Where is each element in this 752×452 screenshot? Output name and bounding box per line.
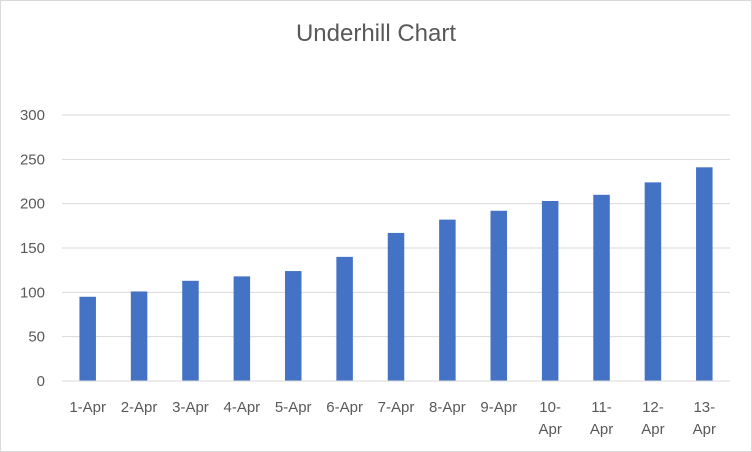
y-tick-label: 0	[37, 373, 45, 390]
x-tick-label: 6-Apr	[326, 399, 363, 416]
x-tick-label: 4-Apr	[224, 399, 261, 416]
bar-8-Apr	[439, 219, 456, 381]
y-tick-label: 50	[28, 329, 45, 346]
x-tick-label: 11-Apr	[590, 399, 613, 438]
bar-11-Apr	[593, 194, 610, 381]
x-tick-label: 10-Apr	[538, 399, 561, 438]
y-tick-label: 150	[20, 240, 45, 257]
x-tick-label: 12-Apr	[641, 399, 664, 438]
x-tick-label: 9-Apr	[480, 399, 517, 416]
bar-3-Apr	[182, 280, 199, 381]
bar-5-Apr	[284, 271, 302, 381]
y-tick-label: 200	[20, 196, 45, 213]
bar-6-Apr	[336, 256, 353, 381]
chart-title: Underhill Chart	[295, 20, 457, 47]
bar-7-Apr	[387, 232, 405, 381]
x-tick-label: 2-Apr	[121, 399, 158, 416]
y-tick-label: 300	[20, 107, 45, 124]
bar-10-Apr	[541, 201, 559, 381]
x-tick-label: 7-Apr	[378, 399, 415, 416]
y-tick-label: 100	[20, 284, 45, 301]
bar-13-Apr	[696, 167, 713, 381]
x-axis-ticks: 1-Apr 2-Apr 3-Apr 4-Apr 5-Apr 6-Apr 7-Apr 8-Apr…	[69, 399, 716, 438]
x-tick-label: 13-Apr	[693, 399, 716, 438]
x-tick-label: 3-Apr	[172, 399, 209, 416]
x-tick-label: 1-Apr	[69, 399, 106, 416]
y-axis-ticks: 0 50 100 150 200 250 300	[20, 107, 45, 390]
bar-9-Apr	[490, 210, 508, 381]
x-tick-label: 5-Apr	[275, 399, 312, 416]
y-tick-label: 250	[20, 151, 45, 168]
bar-1-Apr	[79, 296, 96, 381]
bar-12-Apr	[644, 182, 662, 381]
bar-4-Apr	[233, 276, 251, 381]
x-tick-label: 8-Apr	[429, 399, 466, 416]
bar-2-Apr	[130, 291, 148, 381]
bars	[79, 167, 713, 381]
